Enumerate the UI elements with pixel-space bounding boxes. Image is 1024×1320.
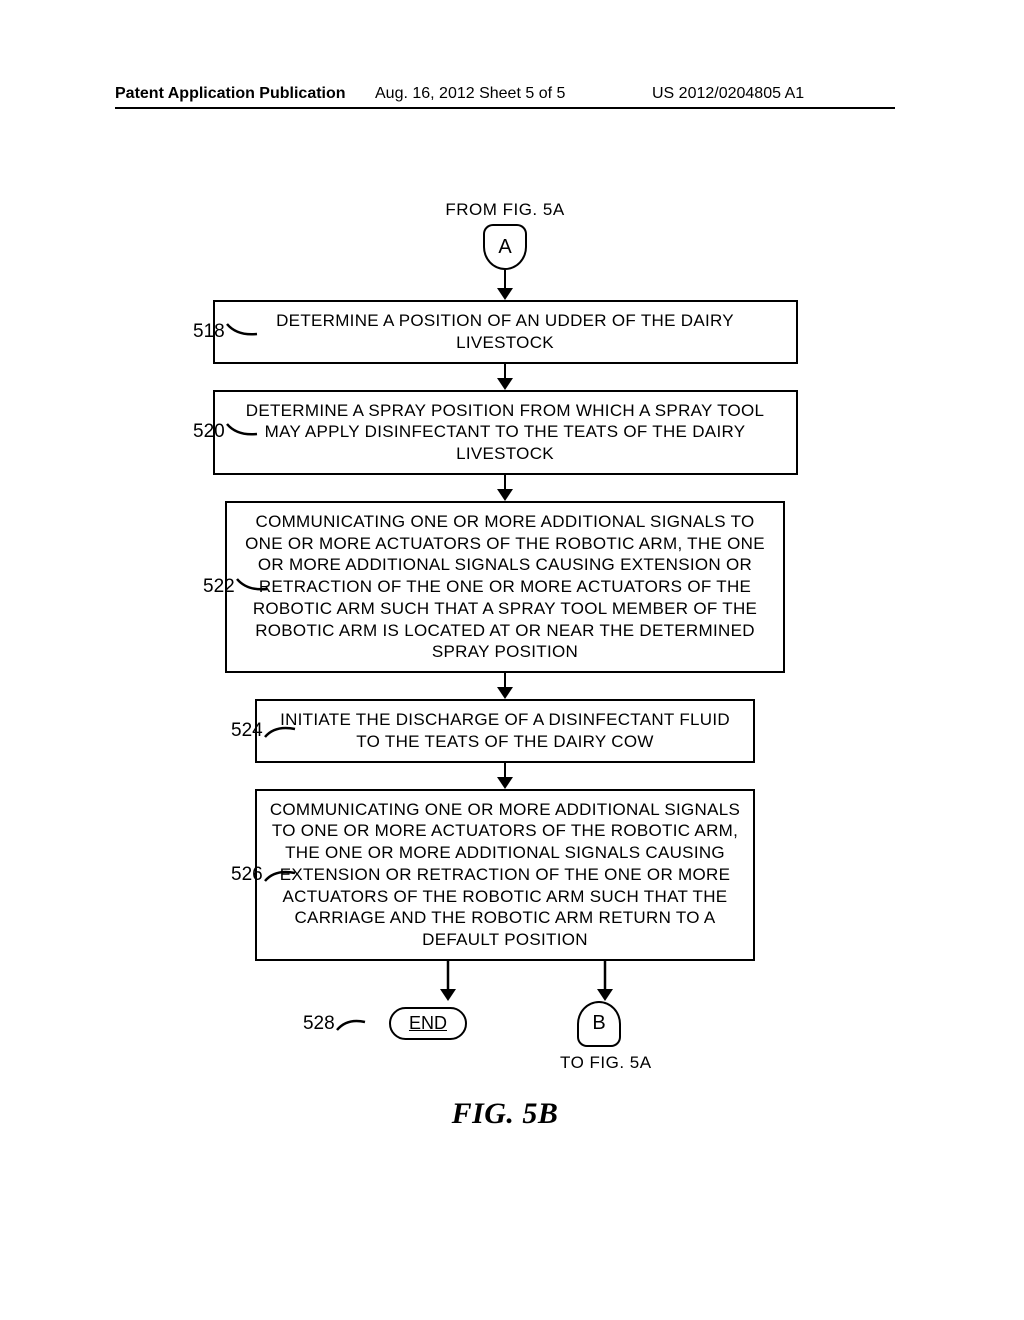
leader-line-icon (225, 422, 259, 442)
arrowhead-icon (497, 777, 513, 789)
node-row-518: 518 DETERMINE A POSITION OF AN UDDER OF … (115, 300, 895, 364)
header-date-sheet: Aug. 16, 2012 Sheet 5 of 5 (375, 85, 565, 103)
step-box-522: COMMUNICATING ONE OR MORE ADDITIONAL SIG… (225, 501, 785, 673)
arrow-line (504, 364, 507, 378)
node-row-526: 526 COMMUNICATING ONE OR MORE ADDITIONAL… (115, 789, 895, 961)
arrowhead-icon (497, 378, 513, 390)
end-terminator: END (389, 1007, 467, 1040)
connector-a: A (483, 224, 527, 270)
header-pubnum: US 2012/0204805 A1 (652, 85, 804, 103)
connector-a-row: A (115, 224, 895, 270)
ref-520: 520 (193, 421, 259, 443)
header-publication: Patent Application Publication (115, 85, 346, 103)
arrow-line (504, 475, 507, 489)
arrow-line (504, 270, 507, 288)
header-rule (115, 107, 895, 109)
leader-line-icon (263, 721, 297, 741)
arrow-line (504, 673, 507, 687)
end-group: 528 END (389, 1007, 467, 1040)
arrowhead-icon (497, 288, 513, 300)
node-row-522: 522 COMMUNICATING ONE OR MORE ADDITIONAL… (115, 501, 895, 673)
flowchart: FROM FIG. 5A A 518 DETERMINE A POSITION … (115, 200, 895, 1131)
ref-518: 518 (193, 321, 259, 343)
bottom-row: 528 END B (115, 1001, 895, 1047)
arrow-518-520 (115, 364, 895, 390)
arrowhead-icon (497, 687, 513, 699)
ref-526: 526 (231, 864, 297, 886)
arrow-524-526 (115, 763, 895, 789)
ref-528-text: 528 (303, 1013, 335, 1035)
leader-line-icon (235, 577, 269, 597)
arrow-522-524 (115, 673, 895, 699)
step-box-518: DETERMINE A POSITION OF AN UDDER OF THE … (213, 300, 798, 364)
arrow-line (504, 763, 507, 777)
ref-522: 522 (203, 576, 269, 598)
arrowhead-icon (497, 489, 513, 501)
leader-line-icon (335, 1014, 367, 1034)
ref-524: 524 (231, 720, 297, 742)
connector-b-group: B (577, 1001, 621, 1047)
arrow-after-a (115, 270, 895, 300)
ref-520-text: 520 (193, 421, 225, 443)
arrow-520-522 (115, 475, 895, 501)
connector-b: B (577, 1001, 621, 1047)
leader-line-icon (225, 322, 259, 342)
step-box-524: INITIATE THE DISCHARGE OF A DISINFECTANT… (255, 699, 755, 763)
step-box-526: COMMUNICATING ONE OR MORE ADDITIONAL SIG… (255, 789, 755, 961)
leader-line-icon (263, 865, 297, 885)
ref-522-text: 522 (203, 576, 235, 598)
step-box-520: DETERMINE A SPRAY POSITION FROM WHICH A … (213, 390, 798, 475)
page: Patent Application Publication Aug. 16, … (0, 0, 1024, 1320)
ref-518-text: 518 (193, 321, 225, 343)
split-svg (115, 961, 895, 1005)
from-label: FROM FIG. 5A (115, 200, 895, 220)
ref-526-text: 526 (231, 864, 263, 886)
ref-524-text: 524 (231, 720, 263, 742)
split-arrows (115, 961, 895, 1001)
to-label-row: TO FIG. 5A (115, 1047, 895, 1069)
node-row-524: 524 INITIATE THE DISCHARGE OF A DISINFEC… (115, 699, 895, 763)
figure-caption: FIG. 5B (115, 1097, 895, 1131)
node-row-520: 520 DETERMINE A SPRAY POSITION FROM WHIC… (115, 390, 895, 475)
to-label: TO FIG. 5A (560, 1053, 652, 1073)
ref-528: 528 (303, 1013, 367, 1035)
